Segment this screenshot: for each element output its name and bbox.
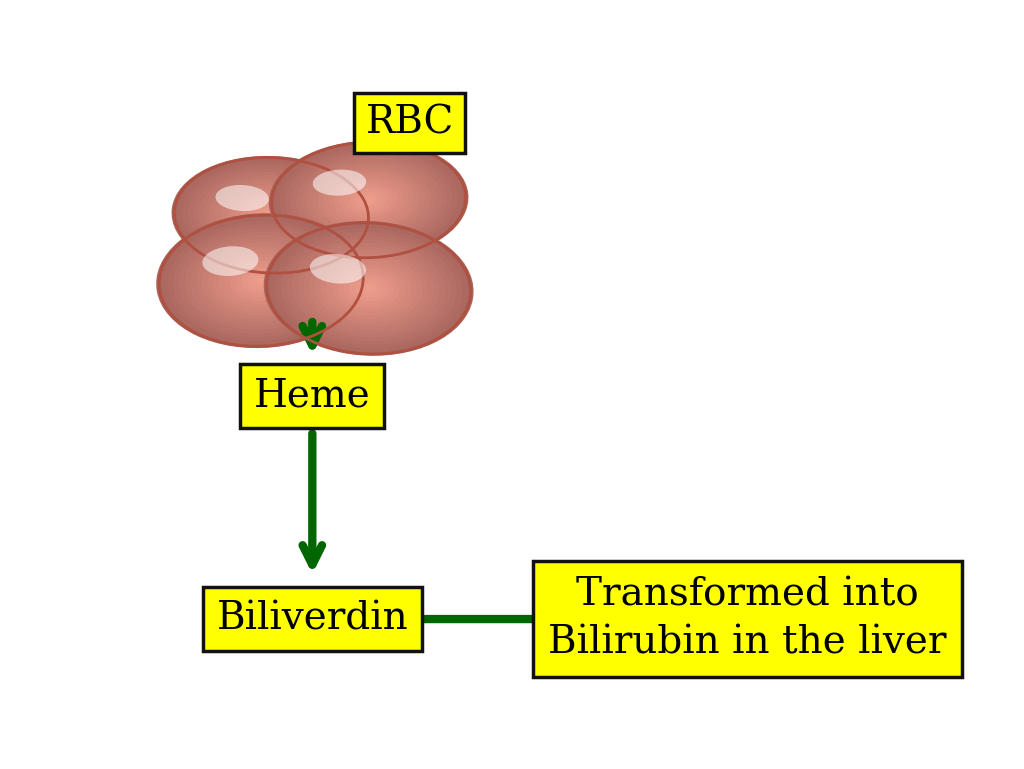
Ellipse shape [292, 239, 445, 338]
Ellipse shape [172, 156, 371, 275]
Ellipse shape [253, 204, 290, 227]
Ellipse shape [269, 141, 468, 259]
Ellipse shape [306, 163, 431, 237]
Ellipse shape [263, 211, 280, 220]
Ellipse shape [328, 176, 410, 224]
Ellipse shape [168, 221, 354, 341]
Ellipse shape [321, 258, 417, 319]
Ellipse shape [220, 185, 323, 246]
Text: RBC: RBC [366, 105, 454, 141]
Ellipse shape [312, 170, 367, 195]
Ellipse shape [218, 253, 304, 308]
Ellipse shape [344, 185, 393, 215]
Ellipse shape [225, 188, 317, 242]
Ellipse shape [366, 287, 372, 290]
Ellipse shape [179, 228, 343, 334]
Ellipse shape [343, 272, 394, 305]
Ellipse shape [237, 195, 306, 236]
Ellipse shape [291, 153, 446, 247]
Ellipse shape [269, 225, 468, 352]
Ellipse shape [215, 181, 328, 249]
Ellipse shape [275, 228, 462, 348]
Ellipse shape [207, 246, 315, 315]
Ellipse shape [236, 265, 287, 297]
Ellipse shape [242, 268, 281, 294]
Ellipse shape [354, 279, 383, 298]
Ellipse shape [332, 265, 406, 312]
Ellipse shape [202, 242, 321, 319]
Ellipse shape [274, 144, 463, 256]
Ellipse shape [230, 191, 312, 239]
Ellipse shape [355, 192, 382, 208]
Ellipse shape [182, 162, 360, 268]
Ellipse shape [156, 213, 367, 348]
Ellipse shape [242, 198, 301, 233]
Ellipse shape [203, 246, 258, 276]
Ellipse shape [298, 243, 439, 334]
Ellipse shape [301, 160, 436, 240]
Ellipse shape [360, 195, 377, 205]
Ellipse shape [213, 250, 309, 311]
Ellipse shape [194, 168, 349, 262]
Ellipse shape [309, 250, 428, 327]
Ellipse shape [310, 254, 366, 284]
Ellipse shape [190, 235, 332, 326]
Ellipse shape [280, 147, 458, 253]
Ellipse shape [258, 208, 285, 223]
Text: Biliverdin: Biliverdin [216, 601, 409, 638]
Ellipse shape [338, 268, 399, 308]
Text: Heme: Heme [254, 378, 371, 414]
Ellipse shape [312, 166, 425, 234]
Ellipse shape [258, 279, 264, 282]
Ellipse shape [334, 179, 403, 221]
Ellipse shape [224, 257, 298, 305]
Ellipse shape [215, 185, 269, 211]
Ellipse shape [204, 175, 339, 255]
Text: Transformed into
Bilirubin in the liver: Transformed into Bilirubin in the liver [548, 576, 947, 662]
Ellipse shape [268, 214, 274, 217]
Ellipse shape [173, 225, 349, 337]
Ellipse shape [247, 271, 275, 290]
Ellipse shape [303, 246, 434, 331]
Ellipse shape [177, 159, 366, 271]
Ellipse shape [360, 283, 377, 294]
Ellipse shape [199, 172, 344, 258]
Ellipse shape [281, 232, 457, 345]
Ellipse shape [253, 275, 269, 286]
Ellipse shape [285, 150, 453, 250]
Ellipse shape [323, 173, 415, 227]
Ellipse shape [287, 235, 451, 341]
Ellipse shape [326, 261, 412, 316]
Ellipse shape [187, 165, 355, 265]
Ellipse shape [230, 261, 292, 301]
Ellipse shape [296, 157, 441, 243]
Ellipse shape [317, 169, 420, 231]
Ellipse shape [350, 188, 387, 211]
Ellipse shape [349, 275, 388, 301]
Ellipse shape [184, 231, 338, 330]
Ellipse shape [263, 221, 474, 356]
Ellipse shape [162, 217, 360, 345]
Ellipse shape [314, 254, 423, 323]
Ellipse shape [339, 182, 398, 218]
Ellipse shape [247, 201, 296, 230]
Ellipse shape [196, 238, 327, 323]
Ellipse shape [209, 178, 334, 252]
Ellipse shape [366, 198, 372, 201]
